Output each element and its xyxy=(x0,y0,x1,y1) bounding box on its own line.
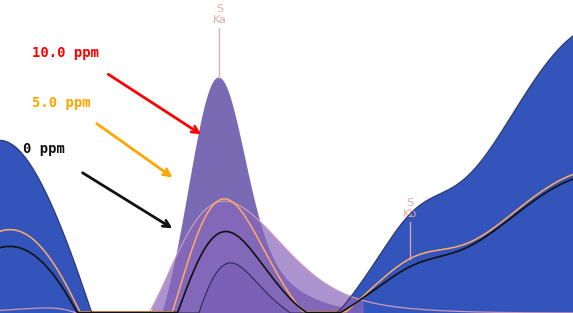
Text: S
Kb: S Kb xyxy=(403,198,417,219)
Text: 10.0 ppm: 10.0 ppm xyxy=(32,46,99,60)
Text: 5.0 ppm: 5.0 ppm xyxy=(32,96,90,110)
Polygon shape xyxy=(152,201,364,313)
Polygon shape xyxy=(0,36,573,313)
Text: S
Ka: S Ka xyxy=(213,4,226,25)
Polygon shape xyxy=(152,78,364,313)
Text: 0 ppm: 0 ppm xyxy=(23,142,65,156)
